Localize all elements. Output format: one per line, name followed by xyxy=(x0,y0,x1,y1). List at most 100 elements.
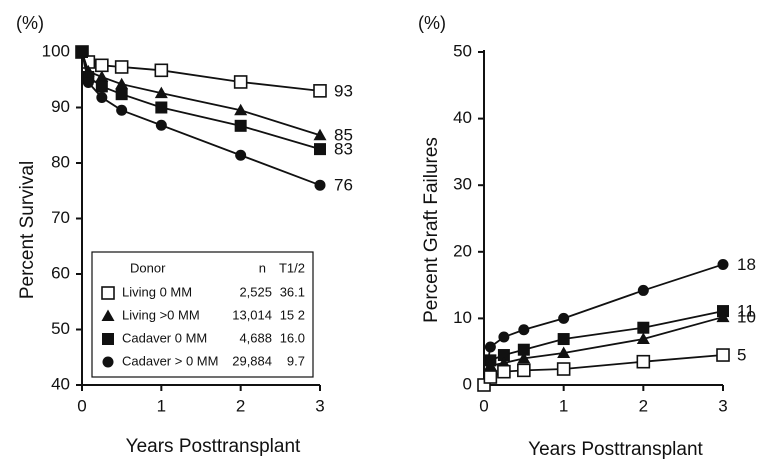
end-value-label: 93 xyxy=(334,81,353,100)
legend-marker xyxy=(102,333,114,345)
legend-header-donor: Donor xyxy=(130,260,166,275)
data-point xyxy=(154,86,168,99)
legend-n: 13,014 xyxy=(232,307,272,322)
series-square-filled: 11 xyxy=(478,302,755,391)
legend-label: Living 0 MM xyxy=(122,284,192,299)
data-point xyxy=(717,258,729,270)
data-point xyxy=(483,359,497,371)
legend-header-n: n xyxy=(259,260,266,275)
y-tick-label: 60 xyxy=(51,263,70,282)
data-point xyxy=(114,60,129,74)
data-point xyxy=(636,332,650,345)
data-point xyxy=(484,341,496,353)
data-point xyxy=(95,58,109,73)
data-point xyxy=(115,77,129,90)
legend-t: 36.1 xyxy=(280,284,305,299)
y-tick-label: 40 xyxy=(51,374,70,393)
legend-n: 2,525 xyxy=(239,284,272,299)
unit-label: (%) xyxy=(418,13,446,33)
legend-t: 15 2 xyxy=(280,307,305,322)
data-point xyxy=(155,119,167,131)
y-tick-label: 20 xyxy=(453,241,472,260)
y-tick-label: 30 xyxy=(453,175,472,194)
data-point xyxy=(82,77,94,89)
data-point xyxy=(154,63,169,78)
end-value-label: 11 xyxy=(737,302,755,321)
legend-n: 4,688 xyxy=(239,330,272,345)
end-value-label: 10 xyxy=(737,308,756,327)
legend-label: Cadaver 0 MM xyxy=(122,330,207,345)
y-tick-label: 70 xyxy=(51,208,70,227)
data-point xyxy=(234,119,247,132)
data-point xyxy=(483,370,498,384)
x-tick-label: 3 xyxy=(315,396,324,415)
data-point xyxy=(96,92,108,104)
x-tick-label: 2 xyxy=(639,396,648,415)
data-point xyxy=(233,75,248,89)
y-tick-label: 100 xyxy=(42,41,70,60)
y-axis-title: Percent Survival xyxy=(17,161,38,299)
y-tick-label: 40 xyxy=(453,108,472,127)
end-value-label: 83 xyxy=(334,140,353,159)
end-value-label: 76 xyxy=(334,176,353,195)
data-point xyxy=(234,103,248,116)
chart-2: (%) 0 10 20 30 40 50 0 1 2 3 Years Posttransplant Pe… xyxy=(418,13,756,460)
x-tick-label: 3 xyxy=(718,396,727,415)
legend-t: 16.0 xyxy=(280,330,305,345)
data-point xyxy=(557,346,571,359)
x-tick-label: 0 xyxy=(479,396,488,415)
y-axis-title: Percent Graft Failures xyxy=(421,137,442,323)
x-tick-label: 1 xyxy=(157,396,166,415)
data-point xyxy=(637,321,650,334)
data-point xyxy=(498,331,510,343)
data-point xyxy=(155,101,168,114)
y-tick-label: 10 xyxy=(453,308,472,327)
data-point xyxy=(518,324,530,336)
data-point xyxy=(95,80,108,93)
x-tick-label: 1 xyxy=(559,396,568,415)
data-point xyxy=(116,104,128,116)
data-point xyxy=(517,363,531,378)
legend-box xyxy=(91,251,314,378)
data-point xyxy=(76,46,88,58)
data-point xyxy=(115,88,128,101)
data-point xyxy=(557,333,570,346)
legend-marker xyxy=(101,309,115,321)
legend-marker xyxy=(102,356,114,368)
data-point xyxy=(95,70,109,82)
data-point xyxy=(716,310,730,323)
legend-label: Living >0 MM xyxy=(122,307,200,322)
data-point xyxy=(517,351,531,364)
data-point xyxy=(313,84,327,98)
end-value-label: 18 xyxy=(737,255,756,274)
y-tick-label: 90 xyxy=(51,97,70,116)
end-value-label: 5 xyxy=(737,346,746,365)
data-point xyxy=(497,364,511,379)
unit-label: (%) xyxy=(16,13,44,33)
data-point xyxy=(716,348,730,362)
x-axis-title: Years Posttransplant xyxy=(126,436,301,457)
y-tick-label: 50 xyxy=(51,319,70,338)
x-tick-label: 0 xyxy=(77,396,86,415)
series-circle-filled: 76 xyxy=(76,46,353,195)
data-point xyxy=(636,354,651,369)
data-point xyxy=(314,179,326,191)
data-point xyxy=(556,362,571,376)
legend-header-t: T1/2 xyxy=(279,260,305,275)
legend-label: Cadaver > 0 MM xyxy=(122,353,218,368)
end-value-label: 85 xyxy=(334,126,353,145)
y-tick-label: 50 xyxy=(453,41,472,60)
data-point xyxy=(637,284,649,296)
data-point xyxy=(558,312,570,324)
y-tick-label: 80 xyxy=(51,152,70,171)
x-axis-title: Years Posttransplant xyxy=(528,439,703,460)
series-square-open: 5 xyxy=(477,346,746,392)
legend-n: 29,884 xyxy=(232,353,272,368)
legend-marker xyxy=(101,286,115,300)
chart-1: (%) 40 50 60 70 80 90 100 0 1 2 3 Years Posttranspla… xyxy=(16,13,353,457)
legend: Donor n T1/2 Living 0 MM 2,525 36.1 Living >0 … xyxy=(91,251,314,378)
data-point xyxy=(314,143,326,156)
y-tick-label: 0 xyxy=(463,374,472,393)
x-tick-label: 2 xyxy=(236,396,245,415)
